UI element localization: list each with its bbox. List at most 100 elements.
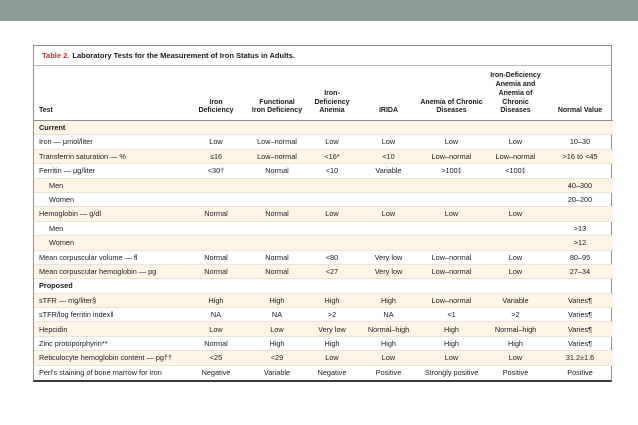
- table-row: Proposed: [34, 278, 613, 293]
- cell: >100‡: [441, 166, 462, 176]
- cell: [248, 236, 306, 250]
- cell: [358, 178, 419, 192]
- cell: Low–normal: [431, 266, 472, 276]
- cell: Low: [508, 353, 523, 363]
- cell: Low: [381, 137, 396, 147]
- cell: Low: [444, 209, 459, 219]
- cell: [358, 221, 419, 235]
- table-row: Women >12: [34, 235, 613, 251]
- cell: Low: [444, 137, 459, 147]
- cell: Variable: [263, 367, 291, 377]
- column-header: Normal Value: [547, 66, 613, 122]
- slide-top-band: [0, 0, 638, 21]
- table-row: Hemoglobin — g/dl Normal Normal Low Low Low Lo…: [34, 206, 613, 222]
- cell: Normal–high: [494, 324, 537, 334]
- cell: Variable: [502, 295, 529, 305]
- cell: Very low: [374, 252, 403, 262]
- cell: Low: [325, 209, 339, 219]
- cell: Low–normal: [431, 151, 472, 161]
- test-label: Mean corpuscular hemoglobin — pg: [39, 266, 157, 276]
- cell: [306, 236, 358, 250]
- table-row: sTFR — mg/liter§ High High High High Low–norm…: [34, 293, 613, 308]
- cell: Negative: [317, 367, 347, 377]
- table-row: Men 40–300: [34, 178, 613, 193]
- cell: High: [208, 295, 224, 305]
- column-header-test: Test: [34, 66, 184, 122]
- cell: [306, 192, 358, 206]
- cell: High: [324, 338, 340, 348]
- cell: [419, 178, 484, 192]
- test-label: Men: [49, 180, 64, 190]
- test-label: sTFR/log ferritin index‖: [39, 310, 114, 320]
- cell: High: [507, 338, 523, 348]
- cell: Normal: [204, 209, 228, 219]
- cell: Low–normal: [257, 137, 297, 147]
- cell: [306, 178, 358, 192]
- cell: Negative: [201, 367, 231, 377]
- header-row: Test Iron Deficiency Functional Iron Defic…: [34, 66, 613, 122]
- cell: Varies¶: [567, 310, 593, 320]
- cell: Low–normal: [257, 151, 297, 161]
- cell: [184, 221, 248, 235]
- column-header: Iron Deficiency: [184, 66, 248, 122]
- table-row: sTFR/log ferritin index‖ NA NA >2 NA <1 >2 Vari…: [34, 307, 613, 322]
- cell: Normal: [204, 252, 228, 262]
- column-header: Functional Iron Deficiency: [248, 66, 306, 122]
- table-caption: Laboratory Tests for the Measurement of …: [72, 51, 295, 60]
- test-label: sTFR — mg/liter§: [39, 295, 97, 305]
- cell: Very low: [374, 266, 403, 276]
- cell: [248, 178, 306, 192]
- cell: Varies¶: [567, 338, 593, 348]
- cell: >12: [573, 238, 587, 248]
- cell: [547, 279, 613, 293]
- cell: [248, 121, 306, 135]
- column-header: Anemia of Chronic Diseases: [419, 66, 484, 122]
- cell: [419, 192, 484, 206]
- cell: Normal–high: [367, 324, 410, 334]
- column-header: Iron-Deficiency Anemia: [306, 66, 358, 122]
- cell: [184, 178, 248, 192]
- table-row: Iron — μmol/liter Low Low–normal Low Low Low L…: [34, 134, 613, 149]
- cell: <25: [209, 353, 223, 363]
- cell: High: [380, 295, 396, 305]
- cell: [248, 221, 306, 235]
- lab-tests-table-card: Table 2. Laboratory Tests for the Measure…: [33, 45, 613, 382]
- cell: [484, 221, 547, 235]
- cell: 27–34: [569, 266, 591, 276]
- table-title: Table 2. Laboratory Tests for the Measure…: [34, 46, 611, 67]
- cell: Positive: [567, 367, 593, 377]
- cell: [419, 221, 484, 235]
- test-label: Women: [49, 195, 75, 204]
- cell: 31.2±1.6: [565, 353, 595, 363]
- cell: [358, 121, 419, 135]
- cell: Low: [209, 137, 223, 147]
- cell: [358, 192, 419, 206]
- table-header: Test Iron Deficiency Functional Iron Defic…: [34, 66, 613, 122]
- cell: >13: [573, 223, 587, 233]
- cell: [484, 236, 547, 250]
- cell: High: [443, 338, 459, 348]
- column-header: IRIDA: [358, 66, 419, 122]
- cell: 20–200: [567, 195, 593, 204]
- table-row: Perl’s staining of bone marrow for iron N…: [34, 365, 613, 379]
- test-label: Women: [49, 238, 75, 248]
- cell: <100‡: [505, 166, 526, 176]
- cell: [484, 192, 547, 206]
- cell: High: [380, 338, 396, 348]
- test-label: Iron — μmol/liter: [39, 137, 93, 147]
- section-label: Proposed: [39, 281, 73, 291]
- cell: <80: [325, 252, 339, 262]
- cell: <30†: [207, 166, 225, 176]
- cell: Normal: [204, 338, 228, 348]
- cell: Variable: [375, 166, 402, 176]
- cell: Low: [381, 209, 396, 219]
- cell: [484, 121, 547, 135]
- cell: 40–300: [567, 180, 593, 190]
- test-label: Hemoglobin — g/dl: [39, 209, 102, 219]
- cell: Low: [325, 353, 339, 363]
- cell: NA: [271, 310, 283, 320]
- cell: Low: [508, 137, 523, 147]
- table-row: Zinc protoporphyrin** Normal High High High H…: [34, 336, 613, 350]
- table-row: Mean corpuscular hemoglobin — pg Normal No…: [34, 264, 613, 279]
- test-label: Mean corpuscular volume — fl: [39, 252, 138, 262]
